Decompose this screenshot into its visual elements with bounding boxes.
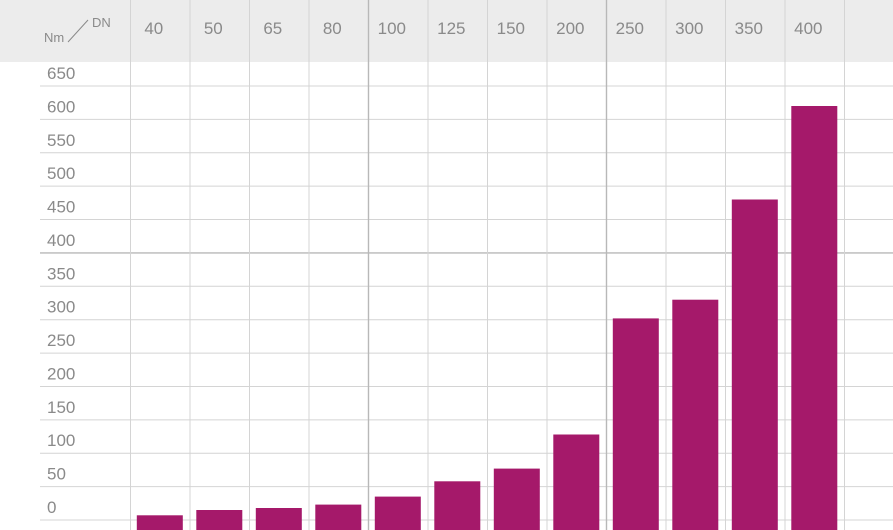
x-tick-label: 80	[323, 19, 342, 38]
y-tick-label: 550	[47, 131, 75, 150]
x-tick-label: 100	[378, 19, 406, 38]
y-tick-label: 200	[47, 365, 75, 384]
y-tick-label: 350	[47, 264, 75, 283]
bar-dn-150	[493, 468, 540, 530]
bar-dn-250	[612, 318, 659, 530]
x-tick-label: 125	[437, 19, 465, 38]
y-tick-label: 50	[47, 465, 66, 484]
y-tick-label: 150	[47, 398, 75, 417]
x-tick-label: 250	[616, 19, 644, 38]
y-tick-label: 400	[47, 231, 75, 250]
bar-dn-400	[791, 106, 838, 530]
corner-slash	[67, 19, 89, 43]
bar-dn-200	[553, 434, 600, 530]
bars	[136, 106, 838, 530]
bar-dn-125	[434, 481, 481, 530]
bar-dn-80	[315, 504, 362, 530]
bar-dn-40	[136, 515, 183, 530]
x-tick-label: 50	[204, 19, 223, 38]
y-tick-label: 100	[47, 431, 75, 450]
y-tick-label: 600	[47, 97, 75, 116]
x-tick-label: 300	[675, 19, 703, 38]
bar-dn-350	[731, 199, 778, 530]
header-band	[0, 0, 893, 62]
y-tick-label: 250	[47, 331, 75, 350]
y-tick-label: 450	[47, 198, 75, 217]
x-tick-labels: 40 50 65 80 100 125 150 200 250 300 350 400	[144, 19, 822, 38]
corner-label-dn: DN	[92, 15, 111, 30]
y-tick-label: 0	[47, 498, 56, 517]
grid-lines	[40, 0, 893, 530]
bar-dn-65	[255, 508, 302, 530]
corner-label-nm: Nm	[44, 30, 64, 45]
x-tick-label: 40	[144, 19, 163, 38]
y-tick-label: 650	[47, 64, 75, 83]
y-tick-labels: 0 50 100 150 200 250 300 350 400 450 500 550 600 650	[47, 64, 75, 517]
y-tick-label: 300	[47, 298, 75, 317]
bar-dn-100	[374, 496, 421, 530]
x-tick-label: 200	[556, 19, 584, 38]
y-tick-label: 500	[47, 164, 75, 183]
x-tick-label: 350	[735, 19, 763, 38]
bar-dn-300	[672, 299, 719, 530]
corner-label: Nm DN	[44, 15, 111, 45]
bar-dn-50	[196, 510, 243, 530]
x-tick-label: 65	[263, 19, 282, 38]
x-tick-label: 400	[794, 19, 822, 38]
x-tick-label: 150	[497, 19, 525, 38]
